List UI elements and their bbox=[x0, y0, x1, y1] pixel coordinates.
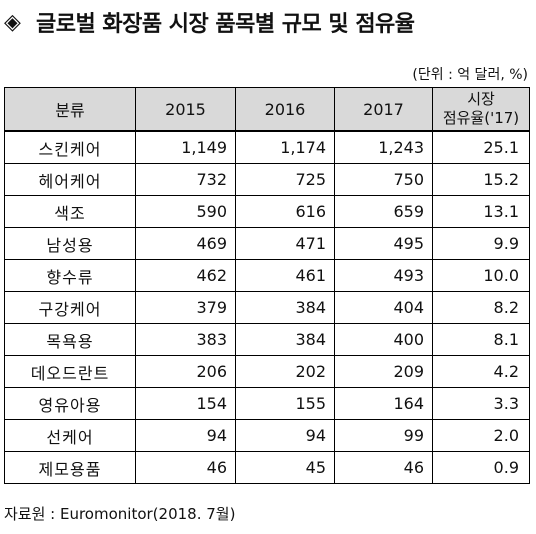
value-2017-cell: 495 bbox=[334, 227, 433, 260]
category-cell: 향수류 bbox=[4, 259, 136, 292]
value-2016-cell: 725 bbox=[235, 163, 335, 196]
value-2016-cell: 461 bbox=[235, 259, 335, 292]
table-row: 헤어케어 732 725 750 15.2 bbox=[4, 163, 530, 196]
value-2016-cell: 1,174 bbox=[235, 130, 335, 164]
value-2017-cell: 404 bbox=[334, 291, 433, 324]
header-market-share-line2: 점유율('17) bbox=[442, 109, 520, 127]
value-2016-cell: 384 bbox=[235, 323, 335, 356]
category-cell: 데오드란트 bbox=[4, 355, 136, 388]
market-share-cell: 2.0 bbox=[432, 419, 530, 452]
value-2017-cell: 99 bbox=[334, 419, 433, 452]
value-2017-cell: 493 bbox=[334, 259, 433, 292]
market-share-cell: 15.2 bbox=[432, 163, 530, 196]
header-market-share: 시장 점유율('17) bbox=[432, 87, 530, 132]
diamond-bullet-icon: ◈ bbox=[4, 9, 21, 35]
page-title-text: 글로벌 화장품 시장 품목별 규모 및 점유율 bbox=[36, 12, 415, 37]
table-row: 향수류 462 461 493 10.0 bbox=[4, 259, 530, 292]
value-2016-cell: 384 bbox=[235, 291, 335, 324]
market-share-cell: 9.9 bbox=[432, 227, 530, 260]
value-2016-cell: 94 bbox=[235, 419, 335, 452]
value-2016-cell: 616 bbox=[235, 195, 335, 228]
table-row: 선케어 94 94 99 2.0 bbox=[4, 419, 530, 452]
category-cell: 남성용 bbox=[4, 227, 136, 260]
value-2015-cell: 1,149 bbox=[135, 130, 236, 164]
category-cell: 구강케어 bbox=[4, 291, 136, 324]
category-cell: 헤어케어 bbox=[4, 163, 136, 196]
category-cell: 스킨케어 bbox=[4, 130, 136, 164]
page-title: ◈ 글로벌 화장품 시장 품목별 규모 및 점유율 bbox=[4, 6, 415, 38]
header-category: 분류 bbox=[4, 87, 136, 132]
value-2015-cell: 379 bbox=[135, 291, 236, 324]
table-row: 목욕용 383 384 400 8.1 bbox=[4, 323, 530, 356]
value-2015-cell: 154 bbox=[135, 387, 236, 420]
category-cell: 목욕용 bbox=[4, 323, 136, 356]
category-cell: 선케어 bbox=[4, 419, 136, 452]
unit-note: (단위 : 억 달러, %) bbox=[412, 67, 528, 83]
market-share-cell: 4.2 bbox=[432, 355, 530, 388]
value-2017-cell: 1,243 bbox=[334, 130, 433, 164]
table-row: 제모용품 46 45 46 0.9 bbox=[4, 451, 530, 484]
value-2015-cell: 46 bbox=[135, 451, 236, 484]
value-2017-cell: 209 bbox=[334, 355, 433, 388]
market-share-cell: 8.1 bbox=[432, 323, 530, 356]
header-2015: 2015 bbox=[135, 87, 236, 132]
value-2017-cell: 46 bbox=[334, 451, 433, 484]
table-row: 남성용 469 471 495 9.9 bbox=[4, 227, 530, 260]
value-2015-cell: 590 bbox=[135, 195, 236, 228]
market-size-table: 분류 2015 2016 2017 시장 점유율('17) 스킨케어 1,149 1… bbox=[4, 87, 530, 484]
source-note: 자료원 : Euromonitor(2018. 7월) bbox=[4, 505, 236, 523]
value-2017-cell: 400 bbox=[334, 323, 433, 356]
market-share-cell: 8.2 bbox=[432, 291, 530, 324]
table-row: 스킨케어 1,149 1,174 1,243 25.1 bbox=[4, 130, 530, 164]
value-2016-cell: 202 bbox=[235, 355, 335, 388]
table-row: 데오드란트 206 202 209 4.2 bbox=[4, 355, 530, 388]
table-row: 구강케어 379 384 404 8.2 bbox=[4, 291, 530, 324]
table-row: 색조 590 616 659 13.1 bbox=[4, 195, 530, 228]
table-header-row: 분류 2015 2016 2017 시장 점유율('17) bbox=[4, 87, 530, 132]
value-2016-cell: 45 bbox=[235, 451, 335, 484]
category-cell: 색조 bbox=[4, 195, 136, 228]
value-2015-cell: 462 bbox=[135, 259, 236, 292]
value-2015-cell: 94 bbox=[135, 419, 236, 452]
header-2017: 2017 bbox=[334, 87, 433, 132]
value-2017-cell: 750 bbox=[334, 163, 433, 196]
category-cell: 제모용품 bbox=[4, 451, 136, 484]
market-share-cell: 10.0 bbox=[432, 259, 530, 292]
value-2016-cell: 471 bbox=[235, 227, 335, 260]
value-2016-cell: 155 bbox=[235, 387, 335, 420]
value-2015-cell: 383 bbox=[135, 323, 236, 356]
market-share-cell: 25.1 bbox=[432, 130, 530, 164]
header-2016: 2016 bbox=[235, 87, 335, 132]
value-2017-cell: 164 bbox=[334, 387, 433, 420]
category-cell: 영유아용 bbox=[4, 387, 136, 420]
market-share-cell: 0.9 bbox=[432, 451, 530, 484]
value-2015-cell: 206 bbox=[135, 355, 236, 388]
header-market-share-line1: 시장 bbox=[467, 90, 495, 108]
value-2015-cell: 469 bbox=[135, 227, 236, 260]
value-2015-cell: 732 bbox=[135, 163, 236, 196]
table-row: 영유아용 154 155 164 3.3 bbox=[4, 387, 530, 420]
market-share-cell: 13.1 bbox=[432, 195, 530, 228]
value-2017-cell: 659 bbox=[334, 195, 433, 228]
market-share-cell: 3.3 bbox=[432, 387, 530, 420]
